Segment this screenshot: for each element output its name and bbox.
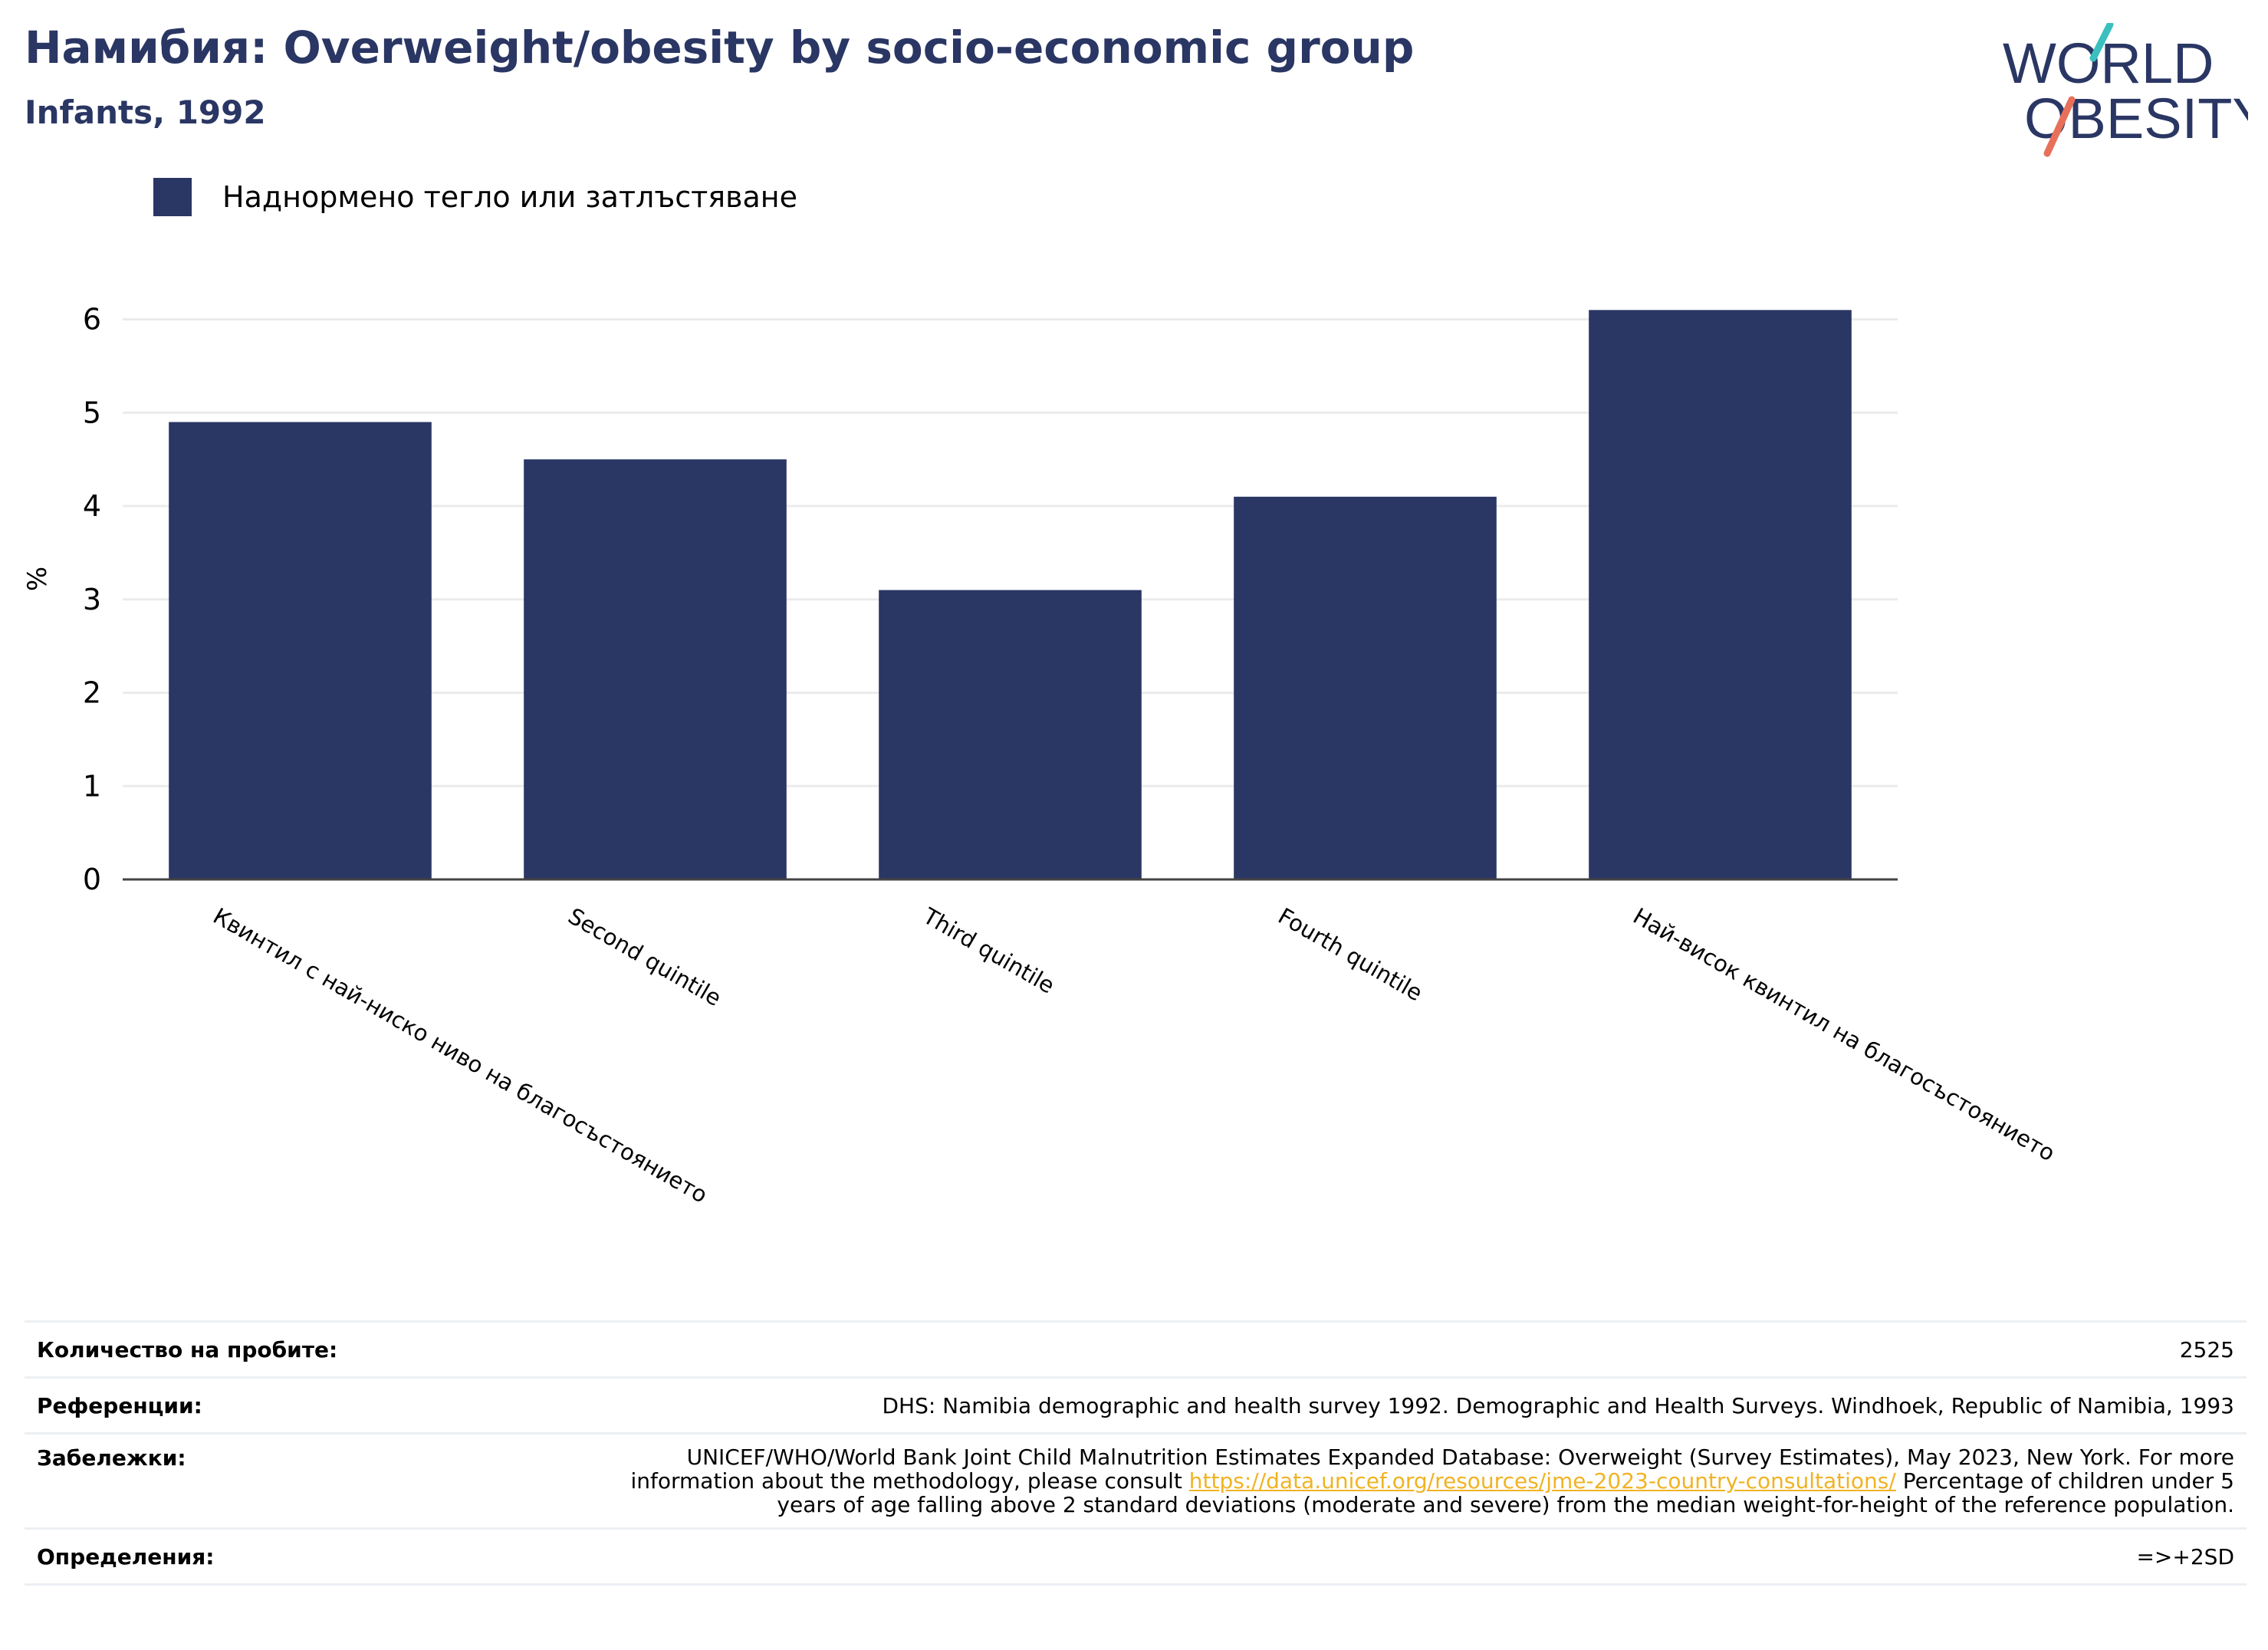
notes-text-before: UNICEF/WHO/World Bank Joint Child Malnut… [630, 1445, 2235, 1494]
y-tick-label: 1 [83, 769, 101, 803]
logo-teal-slash [2089, 23, 2114, 62]
sample-size-value: 2525 [2179, 1336, 2234, 1362]
sample-size-label: Количество на пробите: [37, 1336, 338, 1362]
y-tick-label: 4 [83, 489, 101, 523]
y-axis-ticks: 0 1 2 3 4 5 6 [83, 303, 101, 896]
footer-row-references: Референции: DHS: Namibia demographic and… [25, 1376, 2247, 1432]
y-tick-label: 2 [83, 676, 101, 710]
notes-link[interactable]: https://data.unicef.org/resources/jme-20… [1188, 1468, 1896, 1494]
notes-value: UNICEF/WHO/World Bank Joint Child Malnut… [609, 1445, 2235, 1517]
x-tick-label: Second quintile [564, 902, 725, 1011]
references-value: DHS: Namibia demographic and health surv… [882, 1392, 2234, 1418]
x-tick-label: Fourth quintile [1274, 902, 1427, 1006]
definitions-label: Определения: [37, 1543, 215, 1569]
references-label: Референции: [37, 1392, 202, 1418]
legend-label: Наднормено тегло или затлъстяване [222, 180, 797, 214]
logo-coral-slash [2043, 96, 2076, 157]
bar[interactable] [1589, 310, 1852, 879]
footer-row-notes: Забележки: UNICEF/WHO/World Bank Joint C… [25, 1432, 2247, 1527]
footer-table: Количество на пробите: 2525 Референции: … [25, 1320, 2247, 1586]
y-tick-label: 3 [83, 583, 101, 616]
logo-line1: WORLD [2003, 31, 2214, 95]
footer-row-sample: Количество на пробите: 2525 [25, 1320, 2247, 1376]
x-tick-label: Third quintile [918, 902, 1059, 999]
bar[interactable] [169, 422, 432, 879]
bar[interactable] [524, 459, 787, 879]
x-axis-ticks: Квинтил с най-ниско ниво на благосъстоян… [209, 902, 2059, 1208]
y-tick-label: 0 [83, 863, 101, 896]
footer-row-definitions: Определения: =>+2SD [25, 1527, 2247, 1586]
bar-chart: 0 1 2 3 4 5 6 Квинтил с най-ниско ниво на благ… [22, 303, 2059, 1208]
legend[interactable]: Наднормено тегло или затлъстяване [153, 178, 797, 216]
y-axis-label: % [22, 567, 53, 591]
legend-swatch [153, 178, 192, 216]
bars [169, 310, 1852, 879]
y-tick-label: 5 [83, 396, 101, 429]
bar[interactable] [1234, 496, 1497, 879]
chart-title: Намибия: Overweight/obesity by socio-eco… [25, 21, 1415, 74]
y-tick-label: 6 [83, 303, 101, 337]
x-tick-label: Най-висок квинтил на благосъстоянието [1629, 902, 2059, 1166]
definitions-value: =>+2SD [2136, 1543, 2234, 1569]
chart-subtitle: Infants, 1992 [25, 94, 266, 131]
bar[interactable] [879, 590, 1142, 879]
world-obesity-logo: WORLD OBESITY [2003, 23, 2248, 157]
notes-text-after: Percentage of children under 5 years of … [777, 1468, 2234, 1517]
notes-label: Забележки: [37, 1445, 186, 1471]
